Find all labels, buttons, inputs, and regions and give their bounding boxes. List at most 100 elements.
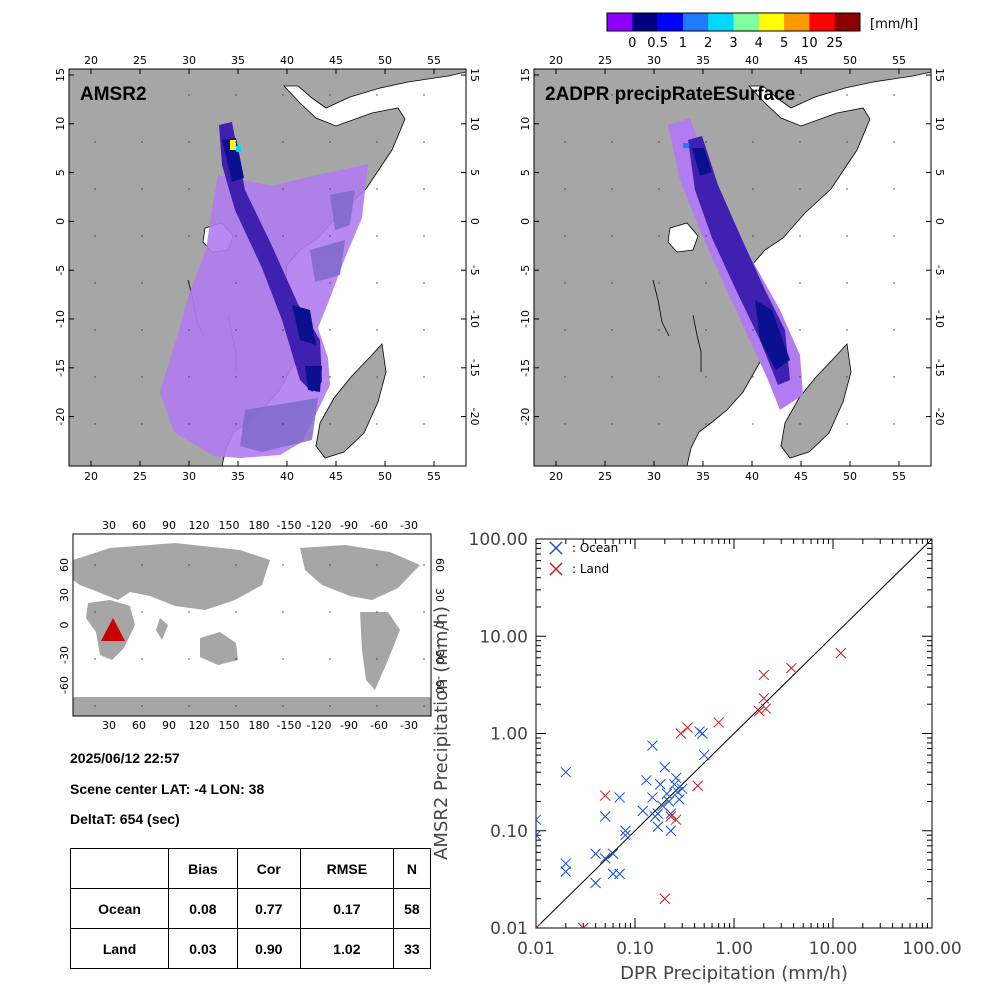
scatter-point — [698, 749, 710, 761]
globe-lon-tick-label: -90 — [340, 519, 358, 532]
colorbar-cell — [632, 13, 658, 31]
x-tick-label: 1.00 — [715, 939, 753, 959]
colorbar-frame — [606, 12, 861, 32]
lon-tick-label: 35 — [231, 54, 245, 67]
scatter-point — [670, 814, 682, 826]
colorbar-cell — [607, 13, 633, 31]
lat-tick-label: 0 — [54, 218, 67, 225]
x-tick-label: 0.01 — [517, 939, 555, 959]
x-axis-label: DPR Precipitation (mm/h) — [620, 963, 848, 984]
scatter-point — [560, 866, 572, 877]
scatter-point — [672, 786, 684, 798]
table-header-cell: Bias — [168, 848, 238, 889]
scatter-point — [614, 792, 626, 803]
scatter-point — [670, 772, 682, 784]
lat-tick-label: -10 — [468, 310, 481, 328]
colorbar-tick-label: 1 — [679, 36, 687, 51]
table-cell: Ocean — [69, 888, 170, 929]
globe-lon-tick-label: 180 — [249, 519, 270, 532]
lon-tick-label: 50 — [843, 470, 857, 483]
scene-datetime: 2025/06/12 22:57 — [70, 750, 180, 766]
y-tick-label: 1.00 — [490, 725, 528, 745]
globe-lon-tick-label: 120 — [189, 719, 210, 732]
lat-tick-label: 5 — [468, 169, 481, 176]
lon-tick-label: 55 — [892, 470, 906, 483]
scatter-point — [665, 825, 677, 837]
legend-label: : Land — [572, 562, 609, 576]
colorbar-cell — [834, 13, 861, 31]
lat-tick-label: -10 — [54, 310, 67, 328]
statistics-table: Bias Cor RMSE N Ocean 0.08 0.77 0.17 58 … — [69, 848, 432, 969]
table-row: Land 0.03 0.90 1.02 33 — [69, 928, 432, 969]
colorbar-tick-label: 25 — [826, 36, 843, 51]
lat-tick-label: -20 — [54, 408, 67, 426]
lat-tick-label: 10 — [468, 117, 481, 131]
scatter-point — [620, 825, 631, 837]
lon-tick-label: 25 — [133, 54, 147, 67]
globe-lon-tick-label: -30 — [400, 519, 418, 532]
x-tick-label: 10.00 — [809, 939, 858, 959]
scatter-point — [760, 703, 772, 715]
lat-tick-label: -20 — [468, 408, 481, 426]
scatter-point — [590, 848, 601, 860]
y-axis-label: AMSR2 Precipitation (mm/h) — [431, 606, 452, 860]
table-header-row: Bias Cor RMSE N — [69, 848, 432, 889]
table-cell: 0.17 — [299, 888, 394, 929]
scatter-point — [637, 805, 649, 817]
lat-tick-label: 5 — [519, 169, 532, 176]
map-frame — [68, 68, 467, 467]
lat-tick-label: 15 — [468, 68, 481, 82]
table-cell: 0.08 — [168, 888, 238, 929]
globe-lon-tick-label: -120 — [307, 519, 332, 532]
colorbar-cell — [733, 13, 760, 31]
scatter-points — [536, 647, 847, 928]
colorbar-cell — [657, 13, 684, 31]
lon-tick-label: 45 — [329, 54, 343, 67]
y-tick-label: 0.10 — [490, 822, 528, 842]
scatter-point — [577, 922, 589, 928]
scatter-point — [654, 778, 666, 790]
lat-tick-label: -5 — [54, 265, 67, 276]
scatter-point — [835, 647, 847, 659]
colorbar-tick-label: 2 — [704, 36, 712, 51]
map-frame — [533, 68, 932, 467]
lon-tick-label: 20 — [549, 470, 563, 483]
table-header-cell: Cor — [236, 848, 301, 889]
lat-tick-label: 5 — [54, 169, 67, 176]
y-tick-label: 0.01 — [490, 919, 528, 939]
scatter-point — [607, 848, 619, 860]
table-cell: 58 — [392, 888, 432, 929]
y-tick-label: 100.00 — [469, 530, 528, 550]
table-cell: 0.77 — [236, 888, 301, 929]
lon-tick-label: 25 — [598, 54, 612, 67]
lon-tick-label: 20 — [549, 54, 563, 67]
scatter-point — [647, 792, 658, 803]
table-header-cell: RMSE — [299, 848, 394, 889]
scene-location-marker — [101, 618, 125, 641]
x-tick-label: 0.10 — [616, 939, 654, 959]
scatter-point — [665, 811, 677, 822]
table-header-cell: N — [392, 848, 432, 889]
colorbar-cell — [758, 13, 785, 31]
globe-lon-tick-label: -60 — [370, 519, 388, 532]
scatter-plot: 0.010.01 0.10 0.10 1.00 1.00 10.00 10.00 100.00… — [431, 530, 962, 984]
legend-marker — [549, 541, 563, 555]
globe-lat-tick-label: -30 — [58, 646, 71, 664]
map-title: AMSR2 — [80, 84, 147, 105]
scatter-point — [536, 829, 542, 841]
lon-tick-label: 30 — [647, 54, 661, 67]
scatter-legend: : Ocean: Land — [549, 541, 618, 576]
scatter-point — [647, 740, 658, 752]
scatter-point — [652, 808, 664, 819]
lon-tick-label: 45 — [794, 470, 808, 483]
globe-lon-tick-label: -30 — [400, 719, 418, 732]
colorbar-cells — [607, 13, 861, 31]
globe-lat-tick-label: -60 — [58, 676, 71, 694]
lon-tick-label: 30 — [182, 54, 196, 67]
scatter-point — [661, 788, 673, 800]
scatter-point — [590, 877, 601, 889]
table-header-cell — [69, 848, 170, 889]
colorbar-cell — [809, 13, 835, 31]
